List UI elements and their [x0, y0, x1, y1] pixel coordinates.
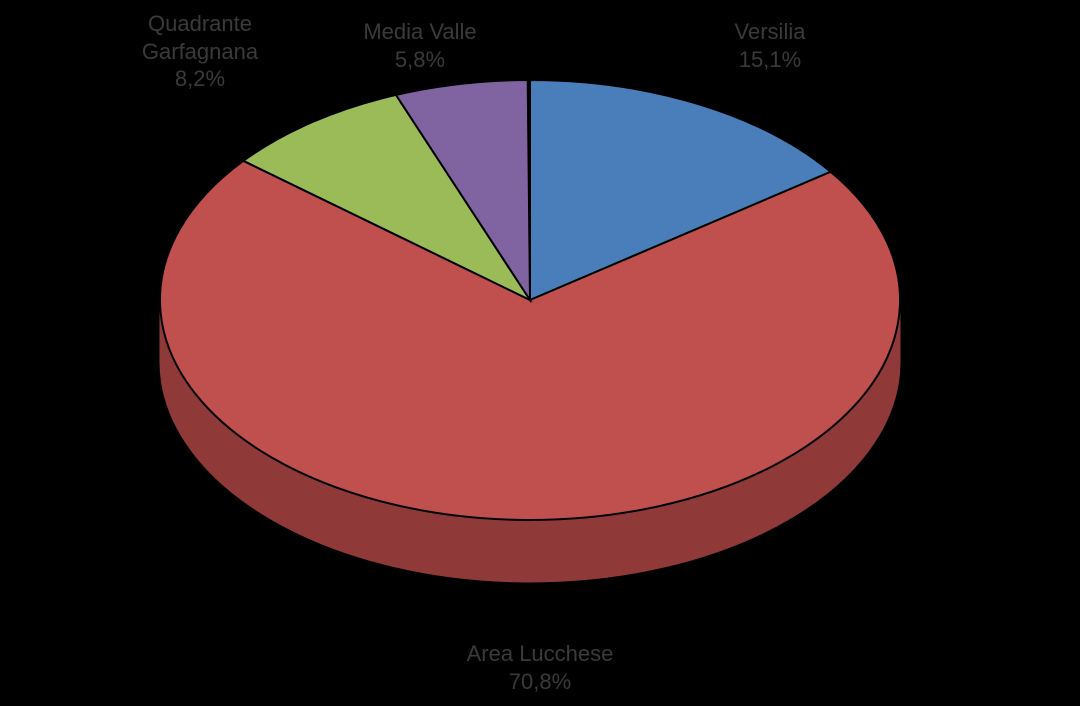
pie-chart-3d: Versilia 15,1% Area Lucchese 70,8% Quadr… [0, 0, 1080, 706]
pie-svg [0, 0, 1080, 706]
